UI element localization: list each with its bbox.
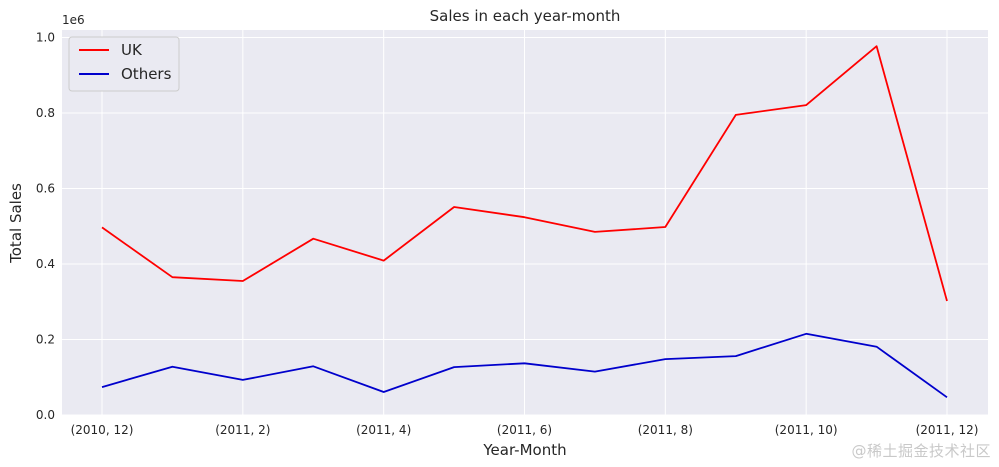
y-axis-ticks: 0.0 0.2 0.4 0.6 0.8 1.0	[36, 31, 55, 422]
x-tick-label: (2011, 8)	[638, 423, 693, 437]
y-axis-label: Total Sales	[7, 183, 25, 264]
x-tick-label: (2011, 6)	[497, 423, 552, 437]
y-tick-label: 0.8	[36, 106, 55, 120]
series-line-others	[101, 332, 948, 399]
legend-label-uk: UK	[121, 41, 143, 59]
y-tick-label: 1.0	[36, 31, 55, 45]
grid-lines	[62, 30, 988, 416]
legend-label-others: Others	[121, 65, 172, 83]
x-axis-label: Year-Month	[482, 441, 566, 459]
y-tick-label: 0.2	[36, 333, 55, 347]
x-tick-label: (2010, 12)	[71, 423, 134, 437]
watermark: @稀土掘金技术社区	[851, 442, 991, 460]
y-tick-label: 0.0	[36, 408, 55, 422]
chart-title: Sales in each year-month	[430, 7, 621, 25]
legend: UK Others	[68, 36, 180, 92]
x-tick-label: (2011, 10)	[775, 423, 838, 437]
x-tick-label: (2011, 12)	[916, 423, 979, 437]
series-line-uk	[101, 45, 948, 302]
x-tick-label: (2011, 4)	[356, 423, 411, 437]
series-lines	[101, 45, 948, 399]
y-tick-label: 0.6	[36, 182, 55, 196]
x-tick-label: (2011, 2)	[215, 423, 270, 437]
x-axis-ticks: (2010, 12) (2011, 2) (2011, 4) (2011, 6) (20…	[71, 423, 979, 437]
y-offset-label: 1e6	[62, 13, 85, 27]
y-tick-label: 0.4	[36, 257, 55, 271]
